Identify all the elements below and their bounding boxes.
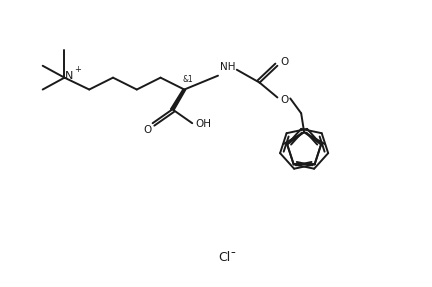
Text: &1: &1 bbox=[183, 75, 194, 84]
Text: O: O bbox=[280, 95, 289, 105]
Text: NH: NH bbox=[220, 62, 235, 72]
Text: O: O bbox=[280, 57, 289, 67]
Text: N: N bbox=[65, 71, 73, 81]
Text: O: O bbox=[143, 125, 152, 135]
Text: OH: OH bbox=[195, 119, 211, 129]
Polygon shape bbox=[171, 90, 186, 109]
Text: Cl¯: Cl¯ bbox=[218, 251, 236, 264]
Text: +: + bbox=[74, 65, 81, 74]
